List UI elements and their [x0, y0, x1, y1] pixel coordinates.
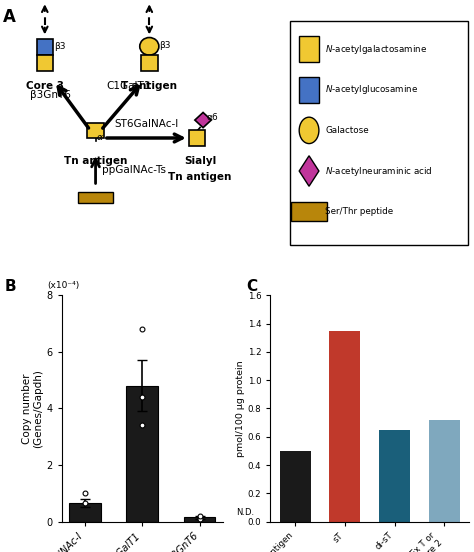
Bar [127, 386, 158, 522]
Bar [184, 517, 216, 522]
Polygon shape [299, 156, 319, 186]
Bar [69, 503, 100, 522]
Bar [141, 55, 157, 71]
Text: N.D.: N.D. [237, 508, 255, 517]
Text: β3GnT6: β3GnT6 [30, 90, 71, 100]
Y-axis label: Copy number
(Genes/Gapdh): Copy number (Genes/Gapdh) [22, 369, 44, 448]
Bar [291, 203, 327, 221]
Text: C: C [246, 279, 257, 294]
Text: Ser/Thr peptide: Ser/Thr peptide [325, 207, 393, 216]
Bar [189, 130, 205, 146]
Bar [36, 55, 53, 71]
Text: Core 3: Core 3 [26, 81, 64, 92]
Bar [299, 77, 319, 103]
Text: α6: α6 [206, 113, 218, 122]
Bar [290, 21, 468, 245]
Bar [379, 429, 410, 522]
Text: β3: β3 [159, 41, 170, 50]
Bar [280, 451, 310, 522]
Bar [78, 192, 113, 203]
Text: Tn antigen: Tn antigen [168, 172, 232, 182]
Text: α: α [97, 134, 103, 142]
Polygon shape [195, 113, 211, 128]
Text: Tn antigen: Tn antigen [64, 156, 127, 166]
Bar [329, 331, 360, 522]
Text: Sialyl: Sialyl [184, 156, 216, 166]
Text: A: A [3, 8, 16, 26]
Circle shape [140, 38, 159, 55]
Text: Galactose: Galactose [325, 126, 369, 135]
Text: $\it{N}$-acetylglucosamine: $\it{N}$-acetylglucosamine [325, 83, 419, 96]
Text: $\it{N}$-acetylneuraminic acid: $\it{N}$-acetylneuraminic acid [325, 164, 433, 178]
Y-axis label: pmol/100 μg protein: pmol/100 μg protein [236, 360, 245, 457]
Bar [36, 39, 53, 55]
Circle shape [299, 117, 319, 144]
Text: B: B [5, 279, 17, 294]
Bar [299, 36, 319, 62]
Text: ppGalNAc-Ts: ppGalNAc-Ts [101, 164, 165, 175]
Text: $\it{N}$-acetylgalactosamine: $\it{N}$-acetylgalactosamine [325, 43, 427, 56]
Bar [429, 420, 460, 522]
Bar [87, 123, 104, 138]
Text: (x10⁻⁴): (x10⁻⁴) [47, 281, 80, 290]
Text: C1GalT1: C1GalT1 [106, 81, 151, 91]
Text: β3: β3 [55, 43, 66, 51]
Text: ST6GalNAc-I: ST6GalNAc-I [114, 119, 178, 129]
Text: T antigen: T antigen [121, 81, 177, 92]
